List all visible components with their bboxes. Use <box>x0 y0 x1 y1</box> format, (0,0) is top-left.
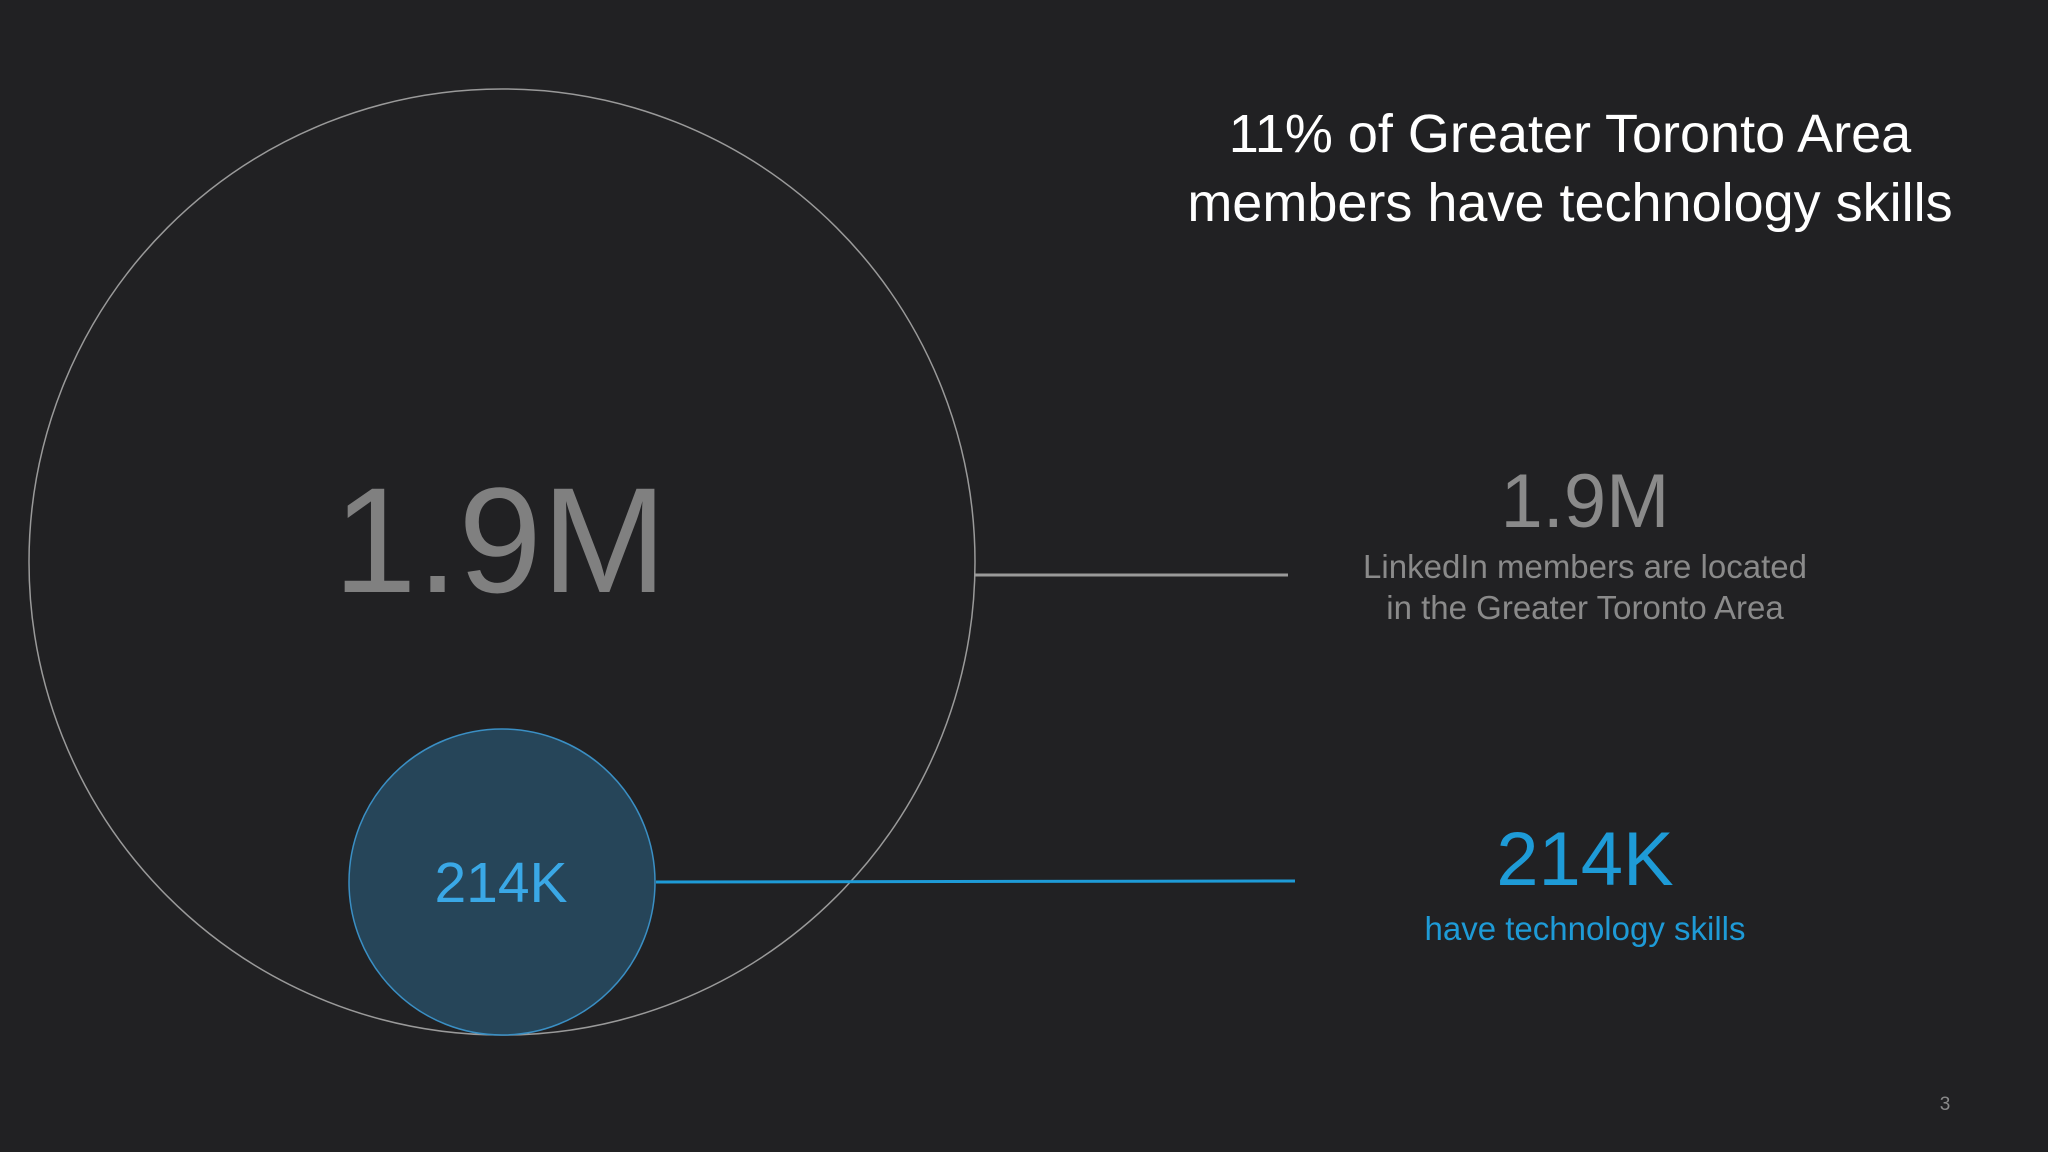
stat-total-value: 1.9M <box>1500 459 1670 544</box>
outer-circle-label: 1.9M <box>333 456 667 624</box>
headline-line-2: members have technology skills <box>1187 173 1953 233</box>
slide-headline: 11% of Greater Toronto Area members have… <box>1120 100 2020 238</box>
stat-tech-members: 214K have technology skills <box>1285 816 1885 949</box>
headline-line-1: 11% of Greater Toronto Area <box>1228 104 1912 164</box>
stat-total-caption-line-2: in the Greater Toronto Area <box>1386 589 1784 626</box>
connector-line-tech <box>655 879 1296 884</box>
stat-total-members: 1.9M LinkedIn members are located in the… <box>1285 458 1885 628</box>
stat-tech-caption: have technology skills <box>1424 910 1746 947</box>
stat-total-caption-line-1: LinkedIn members are located <box>1363 548 1807 585</box>
stat-tech-value: 214K <box>1496 817 1674 902</box>
inner-circle-tech-members <box>348 728 656 1036</box>
page-number: 3 <box>1939 1094 1951 1115</box>
inner-circle-label: 214K <box>434 851 568 915</box>
